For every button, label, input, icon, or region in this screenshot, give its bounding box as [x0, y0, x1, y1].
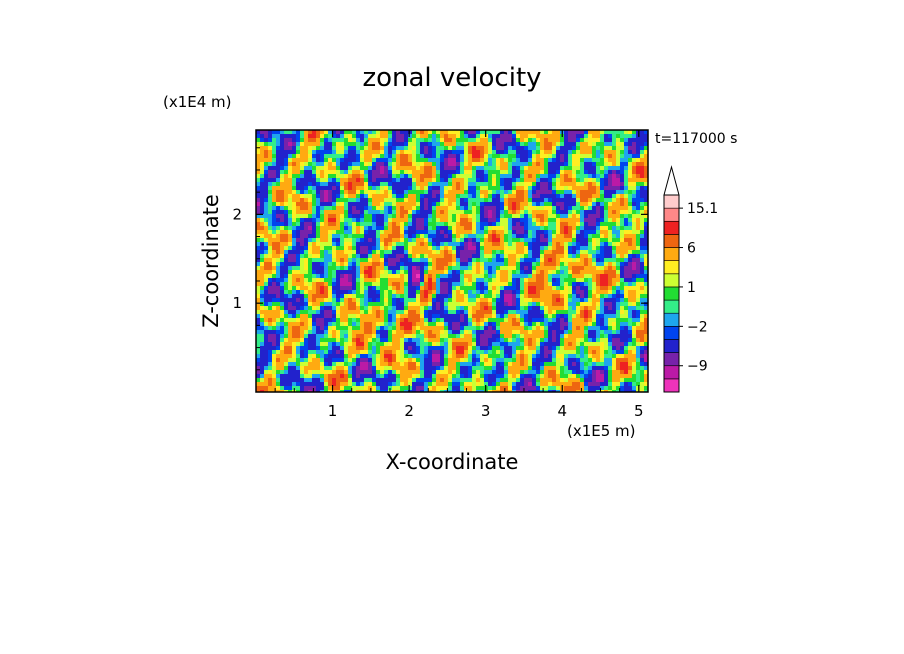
plot-frame [255, 129, 649, 393]
x-tick-label: 3 [481, 402, 491, 420]
x-tick-label: 5 [634, 402, 644, 420]
x-tick-label: 2 [404, 402, 414, 420]
y-tick-label: 2 [232, 205, 242, 223]
colorbar-frame [663, 194, 680, 393]
colorbar-tick-label: 6 [687, 241, 696, 257]
chart-title: zonal velocity [362, 63, 541, 93]
colorbar-tick-label: 15.1 [687, 201, 718, 217]
y-unit-label: (x1E4 m) [163, 93, 232, 111]
colorbar-swatch [663, 326, 680, 340]
colorbar: 15.1 6 1 −2 −9 [663, 165, 718, 393]
colorbar-swatch [663, 352, 680, 367]
colorbar-swatch [663, 299, 680, 314]
colorbar-swatch [663, 312, 680, 327]
colorbar-swatch [663, 365, 680, 380]
time-label: t=117000 s [655, 131, 737, 147]
y-axis-title: Z-coordinate [199, 194, 223, 328]
colorbar-swatch [663, 339, 680, 353]
contour-field [256, 130, 648, 392]
colorbar-swatch [663, 194, 680, 209]
colorbar-swatch [663, 260, 680, 275]
x-axis-title: X-coordinate [386, 450, 519, 474]
x-tick-label: 1 [328, 402, 338, 420]
colorbar-swatch [663, 234, 680, 248]
colorbar-tick-label: −2 [687, 319, 708, 335]
x-tick-label: 4 [557, 402, 567, 420]
colorbar-swatch [663, 378, 680, 393]
y-axis: 12 [232, 147, 648, 371]
y-tick-label: 1 [232, 294, 242, 312]
colorbar-swatch [663, 220, 680, 235]
colorbar-swatch [663, 247, 680, 261]
x-unit-label: (x1E5 m) [567, 422, 636, 440]
x-axis: 1 2 3 4 5 [274, 130, 644, 420]
colorbar-tick-label: 1 [687, 280, 696, 296]
colorbar-swatch [663, 273, 680, 288]
colorbar-tick-label: −9 [687, 359, 708, 375]
colorbar-swatch [663, 286, 680, 301]
colorbar-extend-arrow [663, 165, 680, 196]
colorbar-swatch [663, 207, 680, 222]
